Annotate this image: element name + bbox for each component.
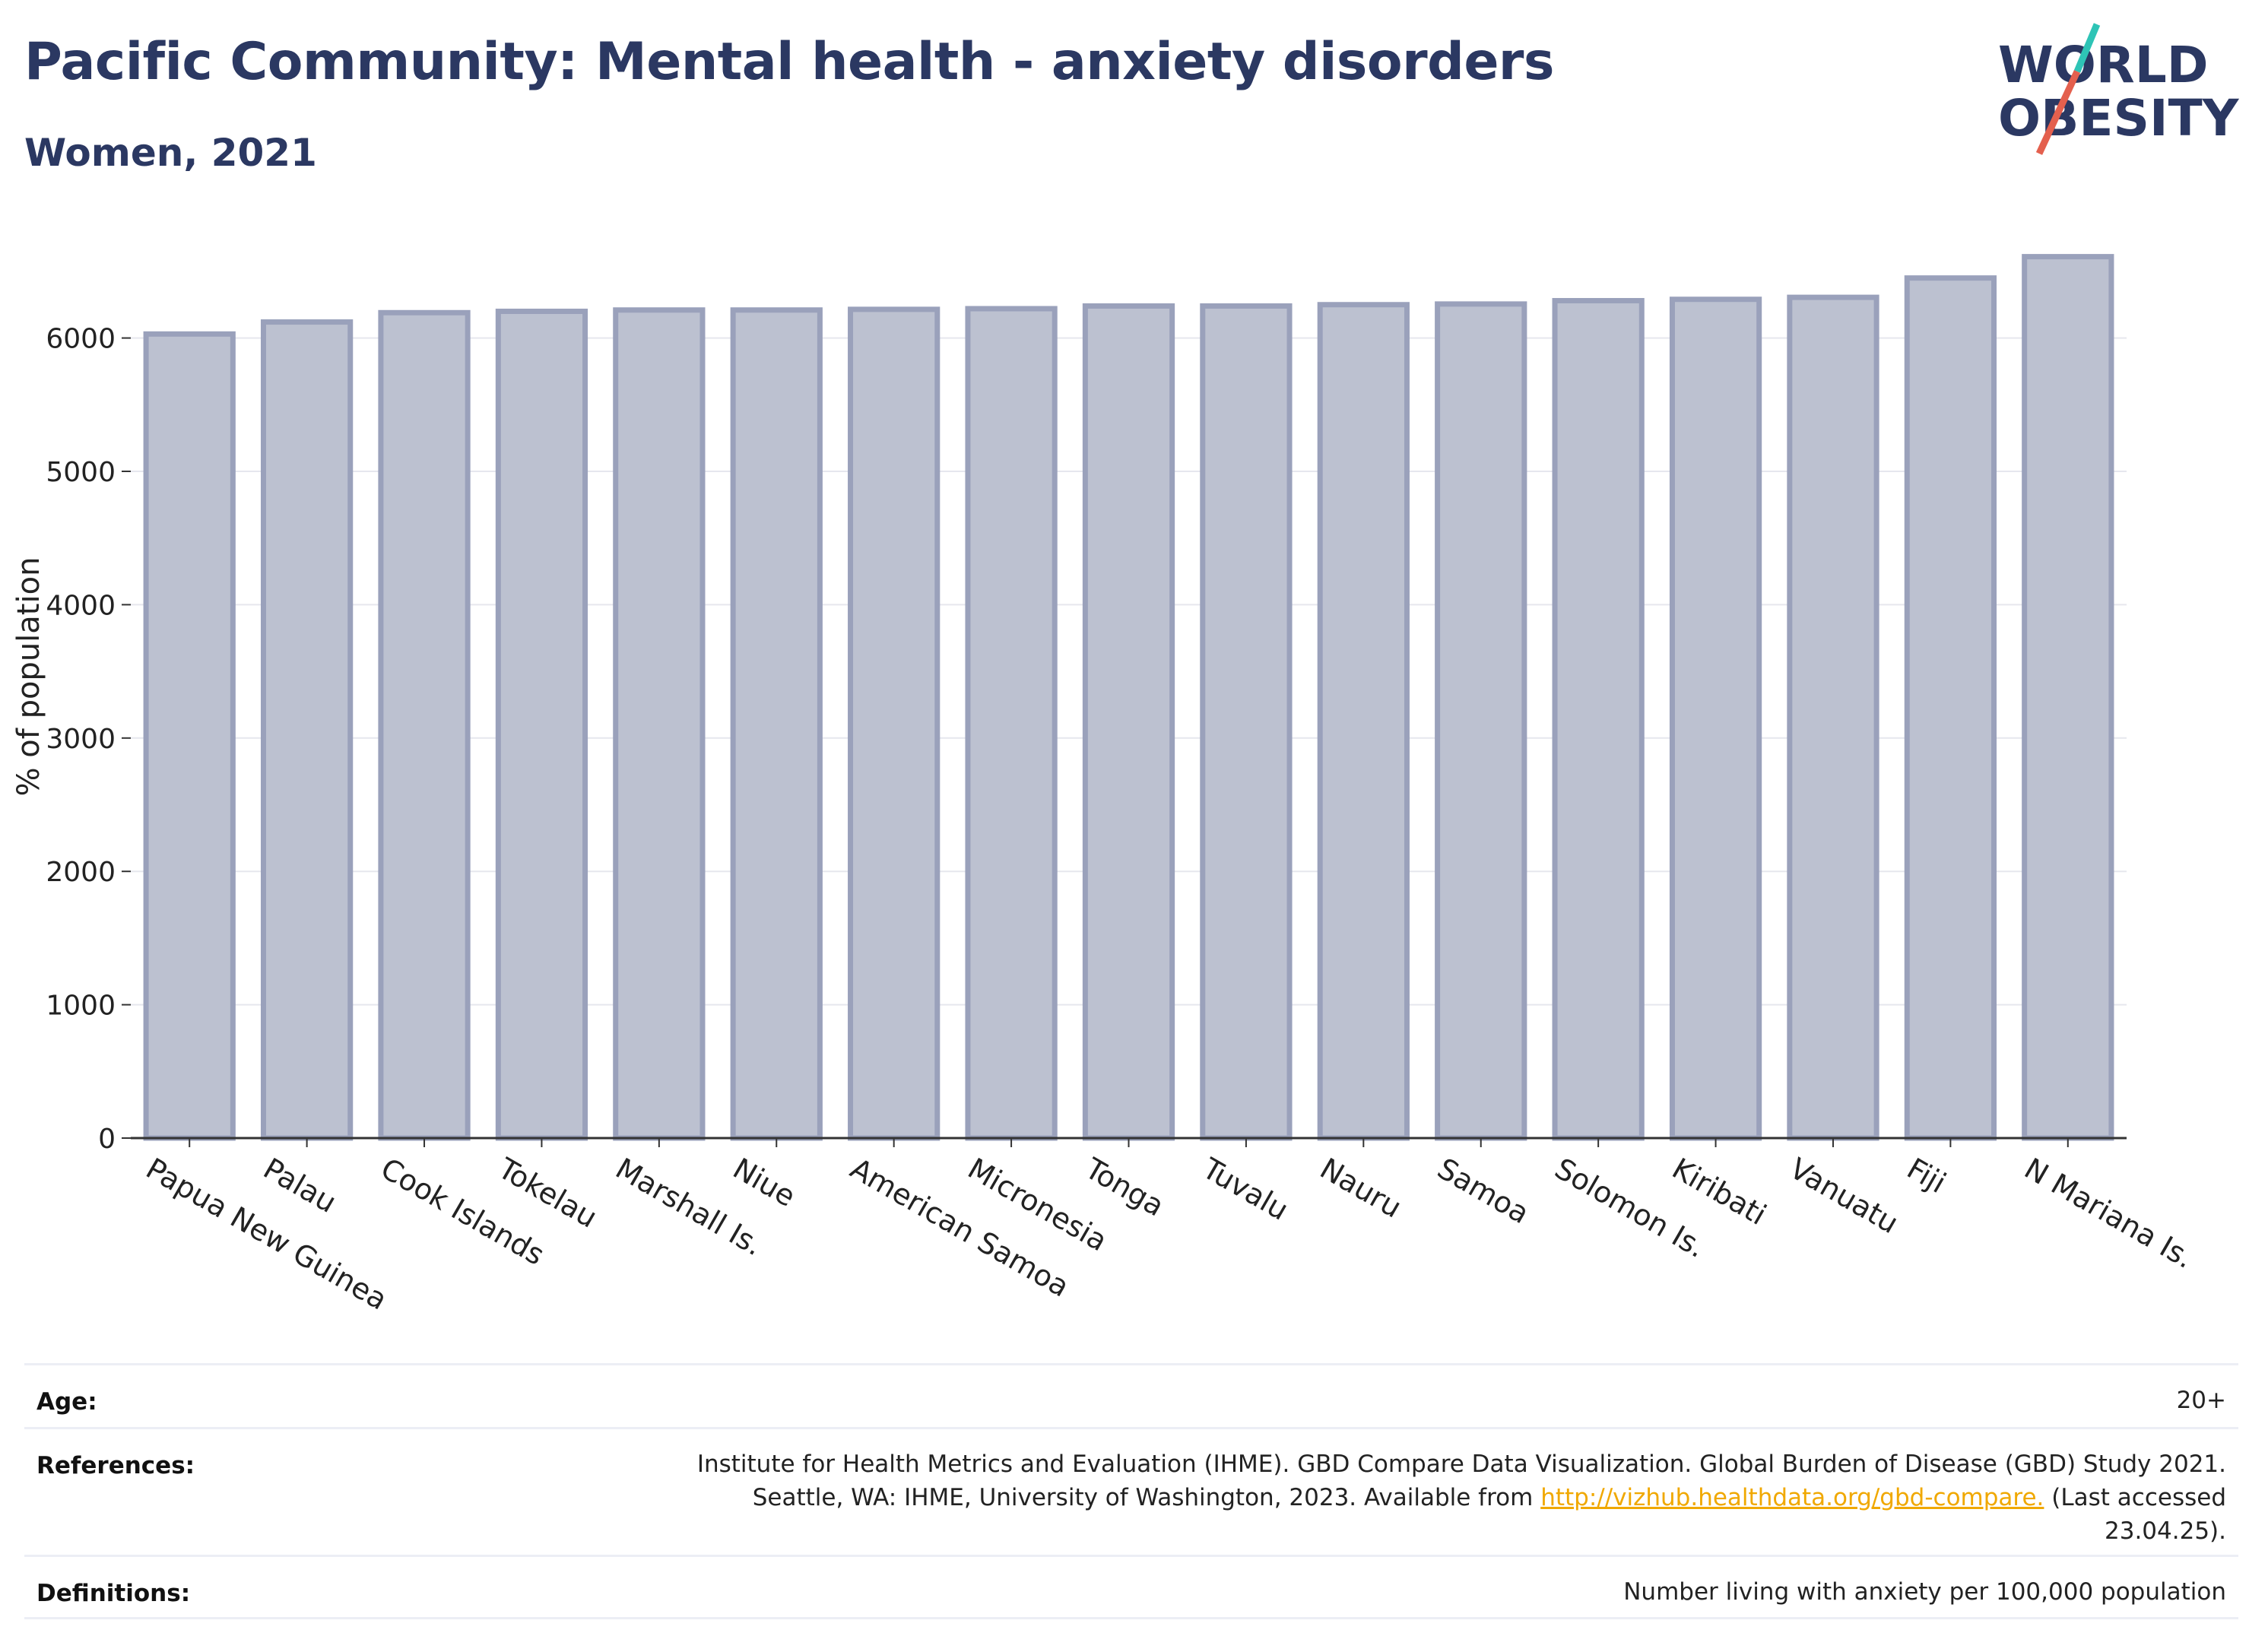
world-obesity-logo: WORLD OBESITY	[1998, 23, 2240, 155]
age-label: Age:	[36, 1388, 97, 1416]
bar-niue	[730, 307, 823, 1141]
references-line2-pre: Seattle, WA: IHME, University of Washing…	[752, 1484, 1541, 1511]
bar-vanuatu	[1787, 294, 1879, 1141]
bar-n-mariana-is	[2022, 254, 2114, 1141]
logo-line2: OBESITY	[1998, 89, 2240, 147]
bar-tokelau	[495, 309, 588, 1141]
y-axis-label: % of population	[11, 556, 46, 797]
bar-tuvalu	[1200, 303, 1293, 1141]
y-tick-label: 0	[98, 1124, 116, 1155]
logo-slash-teal	[2073, 23, 2101, 73]
references-line1: Institute for Health Metrics and Evaluat…	[696, 1451, 2226, 1478]
bar-palau	[260, 319, 354, 1141]
x-tick-label: Fiji	[1902, 1152, 1952, 1200]
bar-tonga	[1082, 303, 1175, 1141]
y-tick-label: 6000	[46, 324, 116, 355]
bar-solomon-is	[1552, 297, 1645, 1141]
bar-fiji	[1904, 275, 1997, 1141]
y-tick-label: 2000	[46, 857, 116, 888]
references-label: References:	[36, 1452, 195, 1479]
page-subtitle: Women, 2021	[24, 131, 317, 175]
x-tick-label: Samoa	[1432, 1152, 1534, 1231]
bar-samoa	[1435, 301, 1527, 1141]
age-value: 20+	[2176, 1387, 2226, 1414]
bar-papua-new-guinea	[143, 331, 236, 1141]
x-tick-label: Niue	[728, 1152, 801, 1213]
bar-nauru	[1317, 302, 1410, 1141]
logo-line1: WORLD	[1998, 36, 2209, 94]
y-tick-label: 4000	[46, 590, 116, 621]
meta-row-age: Age: 20+	[24, 1363, 2238, 1429]
x-tick-label: Vanuatu	[1784, 1152, 1904, 1240]
meta-row-references: References: Institute for Health Metrics…	[24, 1427, 2238, 1557]
bar-kiribati	[1669, 296, 1762, 1141]
bars	[143, 254, 2114, 1141]
x-tick-label: Palau	[258, 1152, 342, 1219]
x-tick-label: American Samoa	[845, 1152, 1074, 1304]
x-tick-label: Tonga	[1079, 1151, 1169, 1222]
x-tick-label: N Mariana Is.	[2019, 1152, 2199, 1275]
references-link[interactable]: http://vizhub.healthdata.org/gbd-compare…	[1540, 1484, 2044, 1511]
x-tick-label: Tuvalu	[1197, 1151, 1294, 1227]
y-tick-label: 1000	[46, 991, 116, 1022]
meta-row-definitions: Definitions: Number living with anxiety …	[24, 1555, 2238, 1619]
references-line2: Seattle, WA: IHME, University of Washing…	[697, 1481, 2226, 1514]
bar-cook-islands	[378, 309, 471, 1141]
bar-american-samoa	[848, 306, 941, 1141]
y-axis-ticks: 0 1000 2000 3000 4000 5000 6000	[46, 324, 131, 1155]
meta-row-end	[24, 1617, 2238, 1619]
page-title: Pacific Community: Mental health - anxie…	[24, 32, 1554, 92]
y-tick-label: 5000	[46, 457, 116, 488]
y-tick-label: 3000	[46, 724, 116, 755]
logo-slash-red	[2035, 70, 2081, 155]
definitions-value: Number living with anxiety per 100,000 p…	[1623, 1578, 2226, 1606]
bar-chart: 0 1000 2000 3000 4000 5000 6000 Papua New Guin…	[46, 254, 2200, 1317]
references-line3: 23.04.25).	[2105, 1517, 2226, 1545]
definitions-label: Definitions:	[36, 1580, 191, 1607]
bar-micronesia	[965, 306, 1058, 1141]
x-tick-label: Nauru	[1315, 1152, 1407, 1225]
references-value: Institute for Health Metrics and Evaluat…	[697, 1447, 2226, 1548]
references-line2-post: (Last accessed	[2044, 1484, 2226, 1511]
bar-marshall-is	[613, 307, 706, 1141]
